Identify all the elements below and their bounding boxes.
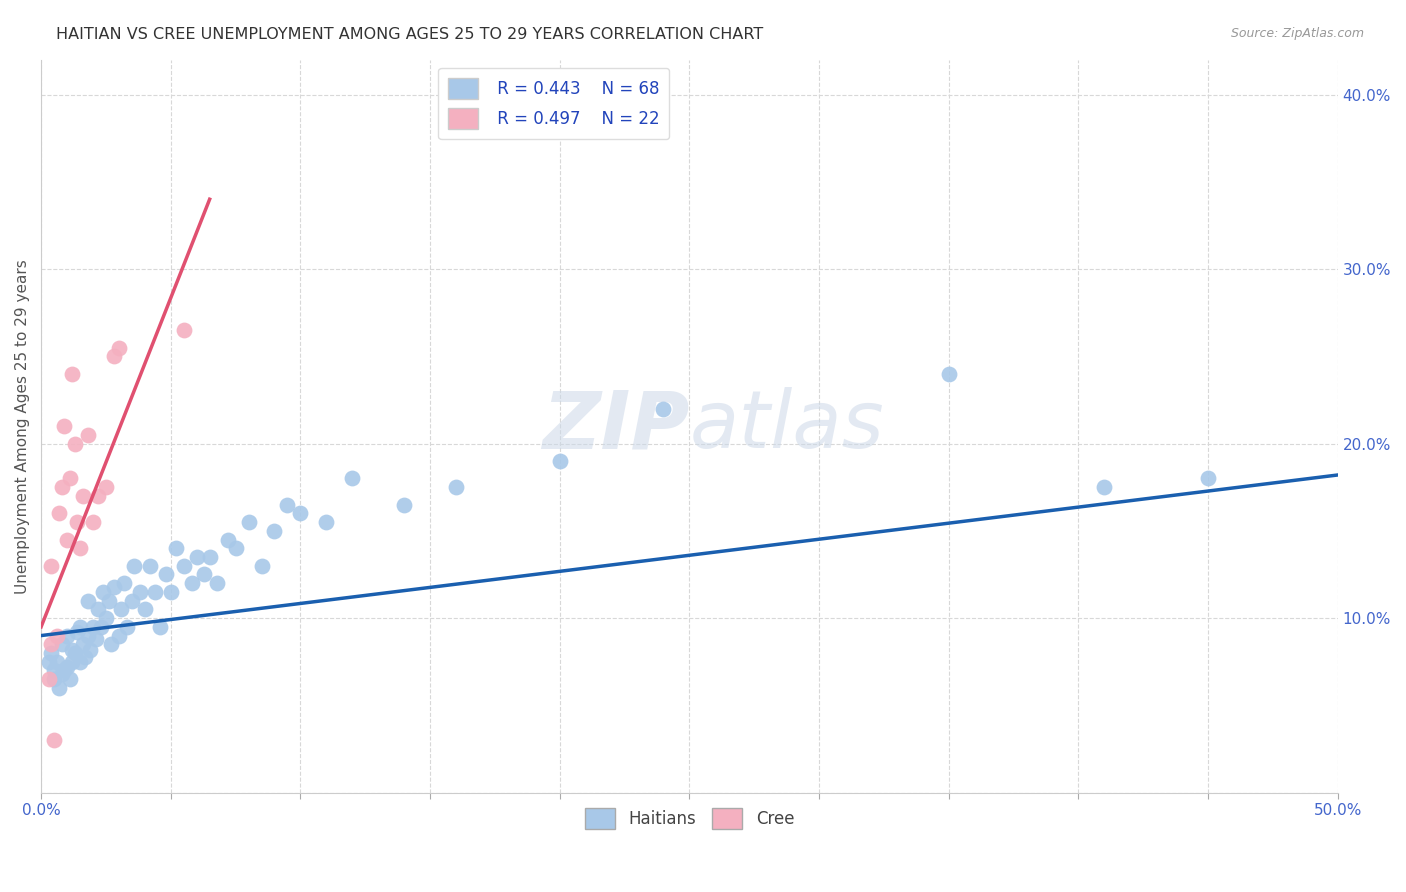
Point	[94, 611, 117, 625]
Point	[42, 672, 65, 686]
Point	[69, 655, 91, 669]
Point	[60, 655, 83, 669]
Point	[198, 549, 221, 564]
Point	[45, 629, 67, 643]
Point	[97, 593, 120, 607]
Point	[149, 620, 172, 634]
Point	[38, 672, 60, 686]
Point	[51, 667, 73, 681]
Point	[100, 637, 122, 651]
Point	[41, 637, 63, 651]
Point	[108, 629, 131, 643]
Point	[48, 507, 70, 521]
Point	[165, 541, 187, 556]
Point	[76, 629, 98, 643]
Point	[444, 480, 467, 494]
Point	[66, 515, 89, 529]
Point	[59, 471, 82, 485]
Point	[69, 620, 91, 634]
Point	[112, 576, 135, 591]
Point	[217, 533, 239, 547]
Point	[59, 672, 82, 686]
Point	[82, 515, 104, 529]
Point	[143, 585, 166, 599]
Point	[56, 660, 79, 674]
Point	[76, 593, 98, 607]
Point	[38, 655, 60, 669]
Point	[82, 620, 104, 634]
Point	[69, 541, 91, 556]
Point	[276, 498, 298, 512]
Point	[186, 549, 208, 564]
Point	[173, 323, 195, 337]
Point	[1197, 471, 1219, 485]
Point	[42, 664, 65, 678]
Point	[315, 515, 337, 529]
Point	[134, 602, 156, 616]
Point	[72, 489, 94, 503]
Point	[41, 646, 63, 660]
Point	[41, 558, 63, 573]
Point	[48, 681, 70, 695]
Point	[139, 558, 162, 573]
Point	[60, 367, 83, 381]
Point	[392, 498, 415, 512]
Point	[103, 580, 125, 594]
Point	[173, 558, 195, 573]
Point	[90, 620, 112, 634]
Point	[108, 341, 131, 355]
Point	[121, 593, 143, 607]
Point	[290, 507, 312, 521]
Point	[128, 585, 150, 599]
Point	[93, 585, 115, 599]
Point	[56, 629, 79, 643]
Point	[94, 480, 117, 494]
Text: atlas: atlas	[689, 387, 884, 465]
Point	[79, 642, 101, 657]
Point	[238, 515, 260, 529]
Point	[63, 436, 86, 450]
Y-axis label: Unemployment Among Ages 25 to 29 years: Unemployment Among Ages 25 to 29 years	[15, 259, 30, 593]
Point	[66, 625, 89, 640]
Point	[63, 646, 86, 660]
Point	[51, 480, 73, 494]
Point	[75, 649, 97, 664]
Point	[938, 367, 960, 381]
Point	[263, 524, 285, 538]
Point	[60, 642, 83, 657]
Point	[159, 585, 181, 599]
Point	[53, 664, 76, 678]
Point	[110, 602, 132, 616]
Point	[72, 637, 94, 651]
Text: HAITIAN VS CREE UNEMPLOYMENT AMONG AGES 25 TO 29 YEARS CORRELATION CHART: HAITIAN VS CREE UNEMPLOYMENT AMONG AGES …	[56, 27, 763, 42]
Point	[155, 567, 177, 582]
Text: Source: ZipAtlas.com: Source: ZipAtlas.com	[1230, 27, 1364, 40]
Point	[207, 576, 229, 591]
Legend: Haitians, Cree: Haitians, Cree	[578, 801, 801, 836]
Point	[87, 602, 110, 616]
Point	[1092, 480, 1115, 494]
Point	[51, 637, 73, 651]
Point	[193, 567, 215, 582]
Point	[250, 558, 273, 573]
Point	[56, 533, 79, 547]
Point	[652, 401, 675, 416]
Text: ZIP: ZIP	[541, 387, 689, 465]
Point	[87, 489, 110, 503]
Point	[548, 454, 571, 468]
Point	[342, 471, 364, 485]
Point	[42, 733, 65, 747]
Point	[84, 632, 107, 646]
Point	[76, 428, 98, 442]
Point	[124, 558, 146, 573]
Point	[180, 576, 202, 591]
Point	[45, 655, 67, 669]
Point	[225, 541, 247, 556]
Point	[53, 419, 76, 434]
Point	[115, 620, 138, 634]
Point	[103, 349, 125, 363]
